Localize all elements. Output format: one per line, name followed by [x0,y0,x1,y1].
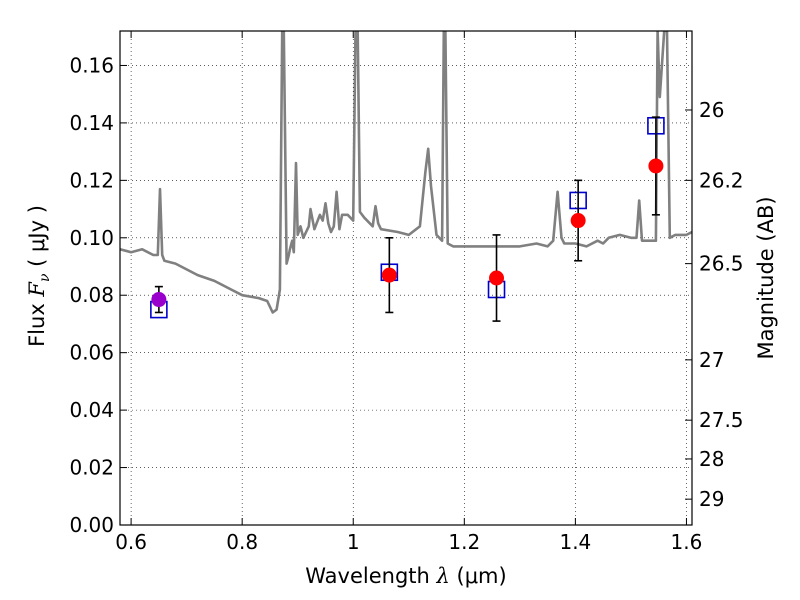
x-tick-label: 0.6 [115,530,147,554]
circle-marker [381,267,397,283]
y-tick-label: 0.16 [69,53,114,77]
right-ticks: 26 26.2 26.5 27 27.5 28 29 [685,98,744,511]
right-tick-label: 29 [699,487,724,511]
right-tick-label: 26.2 [699,168,744,192]
data-layer [120,31,692,322]
circle-marker [489,270,505,286]
x-tick-label: 0.8 [226,530,258,554]
circle-marker [570,213,586,229]
x-tick-label: 1.4 [559,530,591,554]
x-ticks: 0.6 0.8 1 1.2 1.4 1.6 [115,31,702,554]
model-spectrum-line [120,31,692,314]
right-tick-label: 27 [699,348,724,372]
y-ticks: 0.00 0.02 0.04 0.06 0.08 0.10 0.12 0.14 0.16 [69,53,127,537]
y-axis-label: Flux Fν ( μJy ) [25,205,53,347]
y-tick-label: 0.08 [69,283,114,307]
y-tick-label: 0.04 [69,398,114,422]
x-tick-label: 1.2 [448,530,480,554]
right-tick-label: 26 [699,98,724,122]
plot-frame [119,30,693,526]
plot-area [120,31,692,322]
right-tick-label: 27.5 [699,408,744,432]
x-axis-label: Wavelength λ (μm) [305,564,506,588]
y-tick-label: 0.02 [69,456,114,480]
circle-marker [151,292,167,308]
right-axis-label: Magnitude (AB) [754,196,778,359]
y-tick-label: 0.06 [69,341,114,365]
y-tick-label: 0.00 [69,513,114,537]
right-tick-label: 26.5 [699,252,744,276]
x-tick-label: 1 [347,530,360,554]
y-tick-label: 0.12 [69,168,114,192]
right-tick-label: 28 [699,447,724,471]
y-tick-label: 0.10 [69,226,114,250]
circle-marker [648,158,664,174]
y-tick-label: 0.14 [69,111,114,135]
x-tick-label: 1.6 [671,530,703,554]
